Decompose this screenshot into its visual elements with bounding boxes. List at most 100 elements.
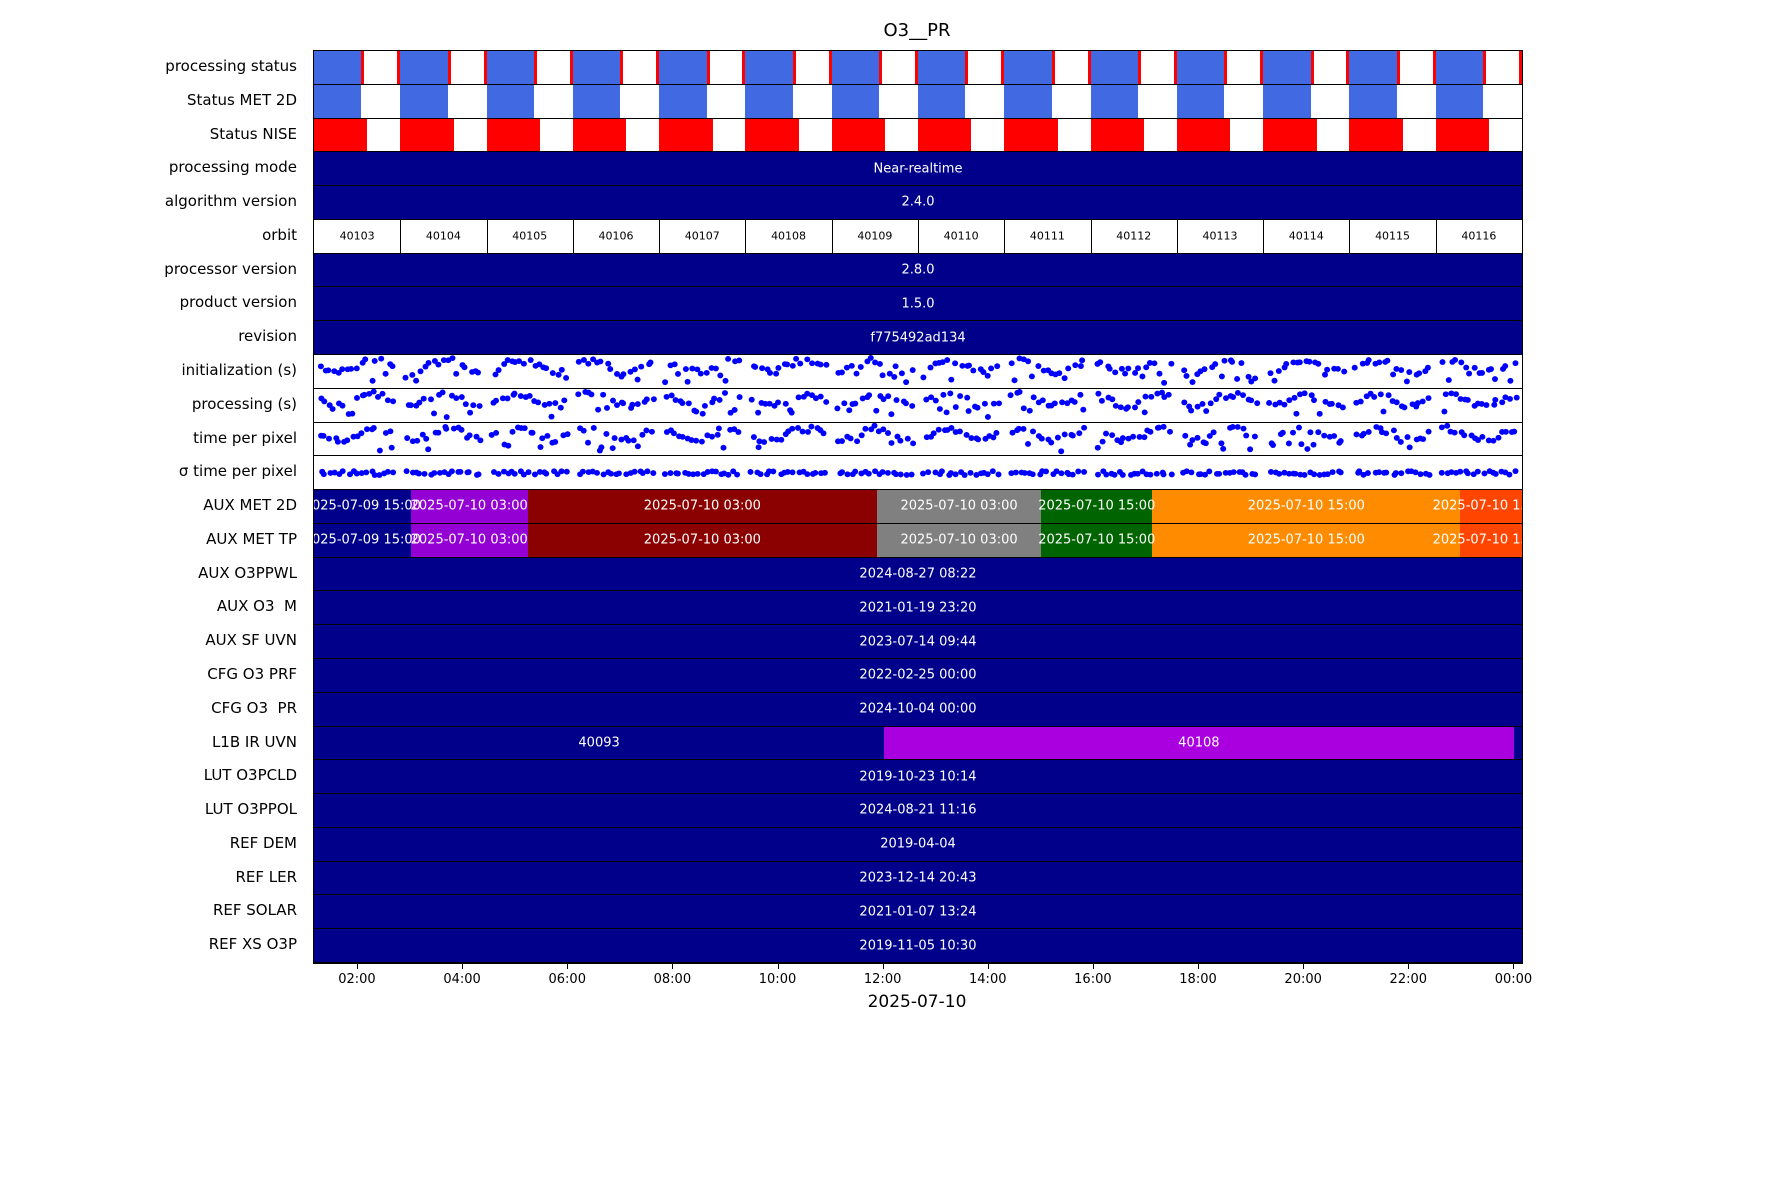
x-tick [462, 963, 464, 969]
orbit-divider [745, 219, 747, 253]
bar-value-lut-o3pcld: 2019-10-23 10:14 [859, 769, 977, 785]
row-processor-version: 2.8.0 [314, 253, 1522, 288]
orbit-number: 40110 [943, 229, 979, 243]
x-tick-label: 06:00 [548, 972, 586, 987]
status-block-edge [1051, 51, 1055, 84]
row-aux-sf-uvn: 2023-07-14 09:44 [314, 625, 1522, 659]
segment-gray [876, 523, 1042, 557]
status-block [486, 84, 535, 118]
segment-purple [410, 523, 528, 557]
row-label-revision: revision [238, 327, 297, 346]
row-label-processing-s: processing (s) [191, 394, 297, 413]
orbit-number: 40115 [1375, 229, 1411, 243]
row-label-ref-dem: REF DEM [229, 833, 297, 852]
status-block [1004, 84, 1052, 118]
row-label-lut-o3pcld: LUT O3PCLD [203, 766, 297, 785]
status-block-edge [1483, 51, 1487, 84]
row-revision: f775492ad134 [314, 321, 1522, 355]
status-block-edge [534, 51, 538, 84]
status-block [400, 51, 448, 84]
segment-orangered [1460, 490, 1522, 523]
bar-value-aux-sf-uvn: 2023-07-14 09:44 [859, 634, 977, 650]
segment-orangered [1460, 523, 1522, 557]
status-block [1090, 84, 1139, 118]
row-cfg-o3-pr: 2024-10-04 00:00 [314, 692, 1522, 727]
row-lut-o3ppol: 2024-08-21 11:16 [314, 794, 1522, 828]
bar-value-cfg-o3-prf: 2022-02-25 00:00 [859, 667, 977, 683]
x-tick [1513, 963, 1515, 969]
status-block-edge [1087, 51, 1091, 84]
row-initialization-s [314, 355, 1522, 389]
row-label-lut-o3ppol: LUT O3PPOL [204, 800, 297, 819]
status-block [831, 51, 880, 84]
row-l1b-ir-uvn: 40093 40108 [314, 726, 1522, 761]
orbit-number: 40112 [1116, 229, 1152, 243]
status-block-edge [1260, 51, 1264, 84]
segment-label: 40108 [1178, 735, 1220, 751]
row-label-aux-met-tp: AUX MET TP [206, 529, 297, 548]
status-block-edge [1518, 51, 1522, 84]
orbit-divider [659, 219, 661, 253]
orbit-divider [572, 219, 574, 253]
x-tick [1408, 963, 1410, 969]
row-cfg-o3-prf: 2022-02-25 00:00 [314, 659, 1522, 693]
status-block [1349, 51, 1397, 84]
bar-value-revision: f775492ad134 [870, 330, 966, 346]
bar-value-cfg-o3-pr: 2024-10-04 00:00 [859, 701, 977, 717]
row-label-ref-xs-o3p: REF XS O3P [208, 935, 297, 954]
row-label-status-nise: Status NISE [209, 124, 297, 143]
status-block [1176, 84, 1225, 118]
status-block [1263, 84, 1311, 118]
segment-label: 2025-07-10 15:00 [1432, 532, 1522, 548]
row-orbit: 40103 40104 40105 40106 40107 40108 40109 40110… [314, 219, 1522, 254]
x-tick-label: 10:00 [758, 972, 797, 987]
row-label-initialization-s: initialization (s) [181, 361, 297, 379]
orbit-divider [486, 219, 488, 253]
orbit-number: 40107 [684, 229, 720, 243]
bar-value-ref-solar: 2021-01-07 13:24 [859, 904, 977, 920]
status-block [314, 84, 362, 118]
orbit-number: 40116 [1461, 229, 1497, 243]
plot-area: Near-realtime 2.4.0 40103 40104 40105 40106 40… [313, 50, 1523, 964]
segment-label: 2025-07-10 03:00 [410, 532, 528, 548]
status-block-edge [1001, 51, 1005, 84]
orbit-number: 40113 [1202, 229, 1238, 243]
row-label-cfg-o3-pr: CFG O3 PR [211, 698, 297, 717]
row-label-processor-version: processor version [164, 259, 297, 278]
scatter-points-time-per-pixel [319, 468, 1519, 479]
status-block-edge [1138, 51, 1142, 84]
segment-label: 2025-07-10 15:00 [1038, 532, 1156, 548]
segment-darkred [527, 490, 877, 523]
x-tick-label: 20:00 [1284, 972, 1322, 987]
row-algorithm-version: 2.4.0 [314, 186, 1522, 220]
x-tick [1198, 963, 1200, 969]
segment-navy [314, 726, 885, 760]
row-time-per-pixel [314, 456, 1522, 491]
status-block [831, 84, 880, 118]
status-block [1435, 118, 1490, 152]
x-tick [882, 963, 884, 969]
segment-label: 2025-07-10 15:00 [1247, 498, 1365, 514]
orbit-number: 40108 [771, 229, 807, 243]
row-ref-ler: 2023-12-14 20:43 [314, 861, 1522, 896]
orbit-number: 40105 [512, 229, 548, 243]
row-labels-column: processing status Status MET 2D Status NIS… [0, 50, 305, 962]
status-block-edge [1432, 51, 1436, 84]
orbit-divider [1263, 219, 1265, 253]
row-label-algorithm-version: algorithm version [164, 192, 297, 211]
orbit-divider [1435, 219, 1437, 253]
orbit-divider [1090, 219, 1092, 253]
row-label-orbit: orbit [262, 225, 297, 244]
segment-orange [1152, 490, 1461, 523]
segment-green [1041, 490, 1153, 523]
row-aux-met-tp: 2025-07-09 15:00 2025-07-10 03:00 2025-07-… [314, 523, 1522, 558]
scatter-points-time-per-pixel [318, 422, 1518, 454]
row-label-aux-o3ppwl: AUX O3PPWL [198, 563, 297, 582]
segment-gray [876, 490, 1042, 523]
status-block [1349, 84, 1397, 118]
x-axis-label: 2025-07-10 [867, 992, 967, 1012]
status-block-edge [447, 51, 451, 84]
segment-label: 2025-07-10 15:00 [1432, 498, 1522, 514]
status-block-edge [1310, 51, 1314, 84]
